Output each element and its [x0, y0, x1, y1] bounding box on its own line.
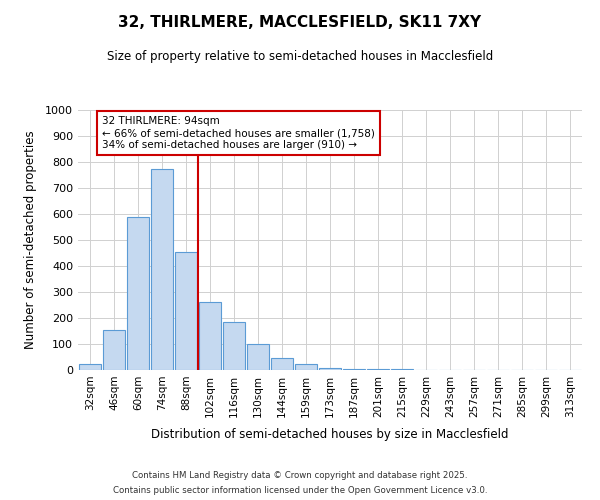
- Text: Contains public sector information licensed under the Open Government Licence v3: Contains public sector information licen…: [113, 486, 487, 495]
- Bar: [247, 344, 269, 370]
- Bar: [319, 368, 341, 370]
- Bar: [79, 364, 101, 370]
- X-axis label: Distribution of semi-detached houses by size in Macclesfield: Distribution of semi-detached houses by …: [151, 428, 509, 441]
- Bar: [343, 369, 365, 370]
- Text: Contains HM Land Registry data © Crown copyright and database right 2025.: Contains HM Land Registry data © Crown c…: [132, 471, 468, 480]
- Bar: [223, 322, 245, 370]
- Y-axis label: Number of semi-detached properties: Number of semi-detached properties: [24, 130, 37, 350]
- Bar: [199, 302, 221, 370]
- Text: 32, THIRLMERE, MACCLESFIELD, SK11 7XY: 32, THIRLMERE, MACCLESFIELD, SK11 7XY: [118, 15, 482, 30]
- Text: 32 THIRLMERE: 94sqm
← 66% of semi-detached houses are smaller (1,758)
34% of sem: 32 THIRLMERE: 94sqm ← 66% of semi-detach…: [102, 116, 375, 150]
- Bar: [175, 252, 197, 370]
- Bar: [127, 216, 149, 370]
- Bar: [295, 364, 317, 370]
- Bar: [103, 330, 125, 370]
- Bar: [271, 358, 293, 370]
- Bar: [151, 168, 173, 370]
- Text: Size of property relative to semi-detached houses in Macclesfield: Size of property relative to semi-detach…: [107, 50, 493, 63]
